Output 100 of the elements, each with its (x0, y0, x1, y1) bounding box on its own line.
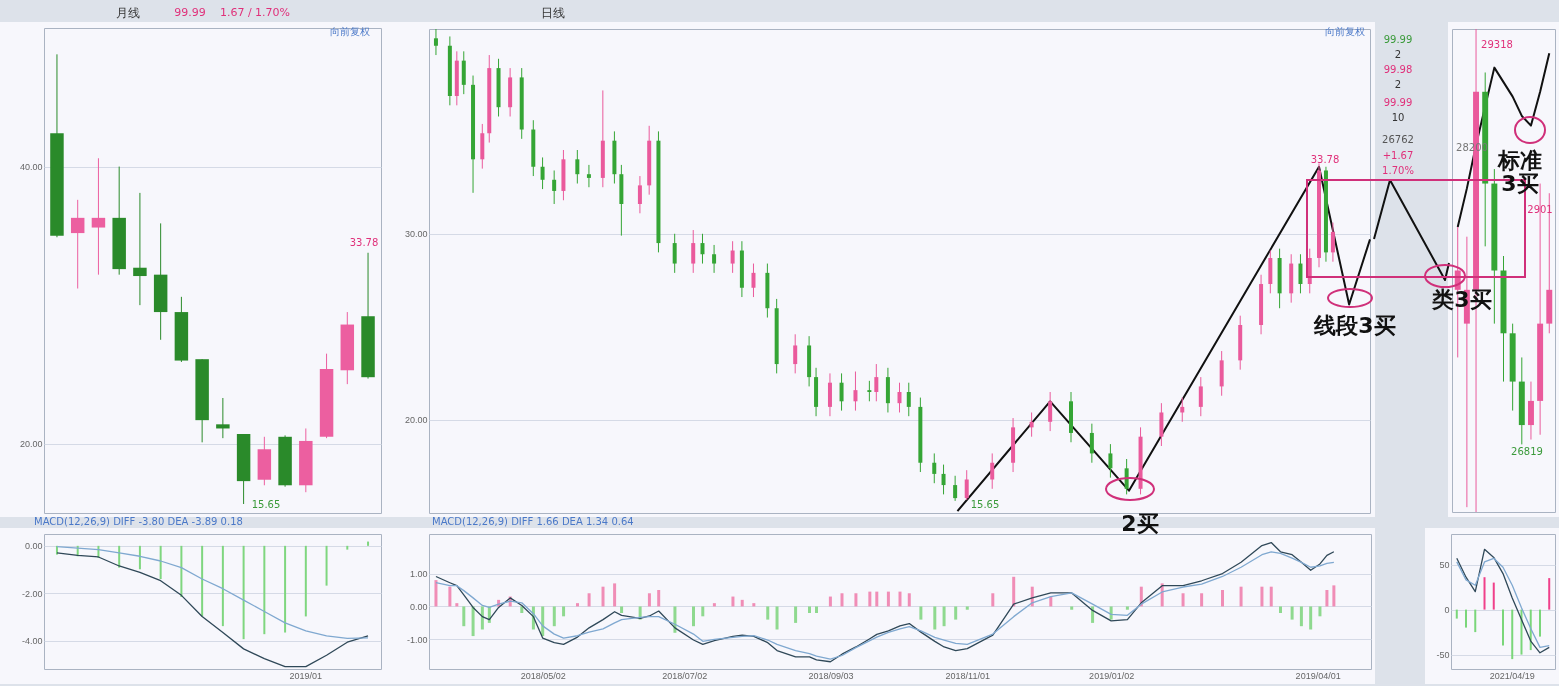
annotation: 向前复权 (1325, 25, 1365, 38)
x-tick-label: 2019/01/02 (1089, 670, 1135, 681)
bar (1474, 609, 1477, 633)
y-tick-label: 1.00 (409, 569, 428, 580)
bar (1109, 606, 1113, 620)
bar (587, 593, 591, 607)
bar (1538, 609, 1541, 637)
annotation: 33.78 (349, 236, 379, 249)
candlestick (586, 164, 591, 188)
annotation: 2买 (1121, 511, 1159, 537)
bar (965, 606, 969, 610)
bar (1269, 586, 1273, 607)
x-tick-label: 2018/05/02 (520, 670, 566, 681)
bar (1200, 593, 1204, 607)
candlestick (552, 169, 557, 205)
candlestick (216, 397, 230, 439)
candlestick (793, 333, 798, 374)
candlestick (1298, 253, 1303, 294)
candlestick (637, 175, 642, 214)
line-series (56, 545, 369, 640)
candlestick (1124, 458, 1129, 495)
annotation: 33.78 (1310, 153, 1340, 166)
candlestick (964, 469, 969, 501)
bar (1125, 606, 1129, 610)
candlestick (867, 380, 872, 402)
bar (828, 596, 832, 607)
bar (455, 603, 459, 607)
y-tick-label: -2.00 (21, 588, 43, 599)
bar (613, 583, 617, 607)
text: 1.67 / 1.70% (219, 6, 291, 20)
bar (620, 606, 624, 614)
bar (898, 591, 902, 607)
x-tick-label: 2019/01 (289, 670, 323, 681)
candlestick (941, 464, 946, 495)
candlestick (874, 363, 879, 402)
bar (1221, 589, 1225, 607)
bar (1299, 606, 1303, 627)
y-tick-label: -4.00 (21, 636, 43, 647)
annotation: 15.65 (970, 498, 1000, 511)
candlestick (712, 244, 717, 274)
candlestick (433, 28, 438, 56)
bar (1502, 609, 1504, 646)
annotation: 线段3买 (1314, 313, 1396, 339)
bar (480, 606, 484, 630)
bar (1309, 606, 1313, 630)
candlestick (133, 192, 147, 306)
candlestick (932, 452, 937, 484)
text: 2 (1394, 48, 1402, 61)
bar (657, 589, 661, 607)
candlestick (1089, 423, 1094, 464)
bar (907, 593, 911, 607)
text: 99.98 (1383, 63, 1413, 76)
text: 99.99 (1383, 96, 1413, 109)
candlestick (1029, 411, 1034, 438)
bar (814, 606, 818, 614)
bar (562, 606, 566, 617)
bar (434, 580, 438, 607)
bar (701, 606, 705, 617)
bar (712, 603, 716, 607)
chart-title: 月线 (116, 5, 140, 20)
candlestick (575, 149, 580, 185)
bar (1091, 606, 1095, 623)
bar (752, 603, 756, 607)
bar (471, 606, 475, 637)
candlestick (70, 199, 85, 290)
chart-title: 日线 (541, 5, 565, 20)
y-tick-label: 50 (1439, 560, 1450, 571)
candlestick (730, 240, 735, 274)
x-tick-label: 2018/11/01 (945, 670, 990, 681)
text: +1.67 (1382, 149, 1414, 162)
x-tick-label: 2018/07/02 (662, 670, 708, 681)
candlestick (691, 229, 696, 274)
bar (1511, 609, 1514, 660)
annotation: 向前复权 (330, 25, 370, 38)
line-series (56, 552, 369, 668)
bar (575, 603, 579, 607)
text: 26762 (1382, 133, 1414, 146)
text: 99.99 (1383, 33, 1413, 46)
text: 2 (1394, 78, 1402, 91)
y-tick-label: 0.00 (409, 601, 428, 612)
bar (775, 606, 779, 630)
bar (1181, 593, 1185, 607)
bar (448, 586, 452, 607)
bar (1290, 606, 1294, 620)
candlestick (1180, 397, 1185, 423)
bar (954, 606, 958, 620)
annotation: 29318 (1481, 38, 1513, 51)
candlestick (672, 233, 677, 274)
bar (1070, 606, 1074, 610)
bar (541, 606, 545, 637)
bar (840, 593, 844, 607)
candlestick (906, 382, 911, 417)
candlestick (839, 372, 844, 412)
candlestick (1048, 391, 1053, 432)
y-tick-label: 30.00 (404, 229, 428, 240)
bar (1455, 609, 1458, 619)
bar (794, 606, 798, 623)
bar (740, 599, 744, 607)
bar (1318, 606, 1322, 617)
bar (731, 596, 735, 607)
